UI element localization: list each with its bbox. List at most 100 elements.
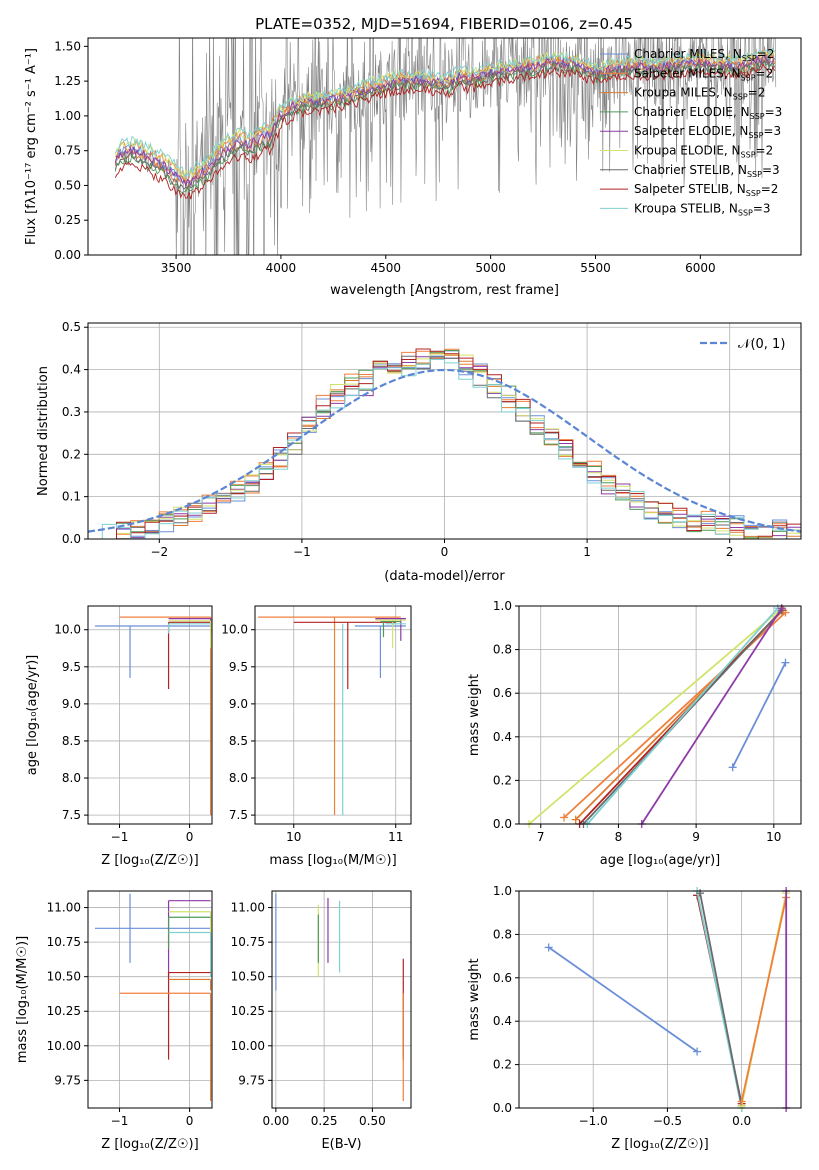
x-tick-label: 0	[441, 545, 449, 559]
y-tick-label: 0.1	[62, 490, 81, 504]
x-axis-label: mass [log₁₀(M/M☉)]	[269, 853, 396, 868]
x-tick-label: 6000	[685, 261, 716, 275]
axes-frame	[254, 605, 412, 825]
y-tick-label: 10.50	[47, 970, 81, 984]
y-tick-label: 0.2	[62, 447, 81, 461]
legend-eq: =3	[753, 201, 771, 215]
weight-line	[586, 607, 779, 825]
y-axis-label: mass weight	[467, 674, 482, 756]
legend-eq: =3	[765, 105, 783, 119]
y-tick-label: 9.5	[62, 660, 81, 674]
y-tick-label: 9.75	[238, 1073, 265, 1087]
y-axis-label: Normed distribution	[36, 366, 51, 496]
y-tick-label: 11.00	[47, 901, 81, 915]
y-tick-label: 0.4	[493, 730, 512, 744]
weight-line	[528, 607, 783, 825]
y-axis-label: Flux [fλ10⁻¹⁷ erg cm⁻² s⁻¹ A⁻¹]	[24, 48, 39, 245]
y-tick-label: 10.25	[231, 1004, 265, 1018]
y-tick-label: 0.2	[493, 773, 512, 787]
legend-entry: Kroupa ELODIE, NSSP=2	[634, 144, 773, 160]
y-tick-label: 10.00	[231, 1039, 265, 1053]
axes-frame	[518, 890, 802, 1109]
histogram-area	[88, 348, 801, 539]
weight-line	[699, 893, 743, 1106]
legend-sub: SSP	[741, 73, 756, 82]
weight-line	[731, 662, 787, 768]
y-tick-label: 1.00	[54, 109, 81, 123]
axes-frame	[87, 890, 213, 1109]
y-tick-label: 1.0	[493, 884, 512, 898]
x-tick-label: −2	[150, 545, 168, 559]
y-tick-label: 0.5	[62, 320, 81, 334]
y-axis-label-tex: λ10⁻¹⁷ erg cm⁻² s⁻¹ A⁻¹]	[24, 48, 39, 204]
y-tick-label: 7.5	[62, 808, 81, 822]
y-tick-label: 10.75	[231, 935, 265, 949]
y-tick-label: 0.6	[493, 971, 512, 985]
x-tick-label: 11	[388, 830, 403, 844]
legend-entry: Chabrier STELIB, NSSP=3	[634, 163, 780, 179]
legend-entry: Salpeter MILES, NSSP=2	[634, 66, 773, 82]
y-tick-label: 0.0	[493, 817, 512, 831]
x-tick-label: 0.00	[263, 1114, 290, 1128]
y-tick-label: 1.0	[493, 599, 512, 613]
x-tick-label: 5000	[475, 261, 506, 275]
x-tick-label: 4500	[371, 261, 402, 275]
x-tick-label: 10	[766, 830, 781, 844]
legend-eq: =2	[756, 144, 774, 158]
axes-frame	[87, 37, 802, 256]
x-tick-label: 0	[186, 1114, 194, 1128]
y-tick-label: 9.75	[54, 1073, 81, 1087]
y-tick-label: 0.00	[54, 248, 81, 262]
axes-frame	[87, 605, 213, 825]
model-spectrum-8	[114, 48, 775, 178]
y-tick-label: 0.75	[54, 144, 81, 158]
y-tick-label: 8.0	[229, 771, 248, 785]
legend-entry: Chabrier ELODIE, NSSP=3	[634, 105, 782, 121]
panels: 3500 4000 4500 5000 5500 60000.000.250.500.75…	[15, 37, 802, 1152]
weight-line	[548, 946, 698, 1053]
x-tick-label: 8	[615, 830, 623, 844]
x-tick-label: 9	[692, 830, 700, 844]
legend-eq: =2	[761, 182, 779, 196]
axes-frame	[271, 890, 412, 1109]
legend-entry: Salpeter ELODIE, NSSP=3	[634, 124, 781, 140]
y-tick-label: 0.8	[493, 927, 512, 941]
y-tick-label: 10.0	[54, 623, 81, 637]
x-axis-label-end: ☉)]	[177, 853, 199, 868]
x-axis-label-tex: ₁₀(age/yr)]	[653, 853, 720, 868]
weight-line	[640, 607, 783, 825]
x-tick-label: 0.50	[359, 1114, 386, 1128]
panel-5: −1 0 9.75 10.00 10.25 10.50 10.75 11.00 Z [log₁₀…	[15, 890, 213, 1152]
legend-eq: =2	[748, 86, 766, 100]
y-tick-label: 1.50	[54, 39, 81, 53]
y-tick-label: 8.5	[62, 734, 81, 748]
y-tick-label: 7.5	[229, 808, 248, 822]
legend: Chabrier MILES, NSSP=2 Salpeter MILES, NS…	[600, 47, 782, 217]
y-tick-label: 9.5	[229, 660, 248, 674]
x-axis-label-end: ☉)]	[177, 1137, 199, 1152]
x-tick-label: 2	[726, 545, 734, 559]
legend-sub: SSP	[733, 93, 748, 102]
x-tick-label: 0	[186, 830, 194, 844]
panel-1: −2 −1 0 1 2 0.0 0.1 0.2 0.3 0.4 0.5 (data-model)/er…	[36, 320, 802, 584]
panel-6: 0.00 0.25 0.50 9.75 10.00 10.25 10.50 10.75 11.0…	[231, 890, 412, 1152]
model-spectrum-4	[114, 54, 776, 188]
legend-sub: SSP	[747, 170, 762, 179]
y-tick-label: 0.2	[493, 1058, 512, 1072]
y-tick-label: 0.0	[62, 532, 81, 546]
y-tick-label: 9.0	[62, 697, 81, 711]
x-axis-label: age [log₁₀(age/yr)]	[600, 853, 721, 868]
y-tick-label: 0.50	[54, 178, 81, 192]
x-tick-label: 7	[537, 830, 545, 844]
x-tick-label: −1	[111, 830, 129, 844]
y-axis-label: age [log₁₀(age/yr)]	[25, 655, 40, 776]
x-axis-label-tex: ₁₀(Z/Z	[139, 853, 177, 868]
panel-0: 3500 4000 4500 5000 5500 6000 0.00 0.25 0.50 0.75…	[24, 37, 802, 298]
x-axis-label: (data-model)/error	[384, 569, 505, 584]
x-tick-label: −1.0	[579, 1114, 608, 1128]
legend-entry: Salpeter STELIB, NSSP=2	[634, 182, 778, 198]
y-tick-label: 10.0	[221, 623, 248, 637]
panel-2: −1 0 7.5 8.0 8.5 9.0 9.5 10.0 Z [log₁₀(Z/Z☉)] age…	[25, 605, 213, 868]
legend-entry: Kroupa MILES, NSSP=2	[634, 86, 765, 102]
legend-eq: =2	[756, 66, 774, 80]
